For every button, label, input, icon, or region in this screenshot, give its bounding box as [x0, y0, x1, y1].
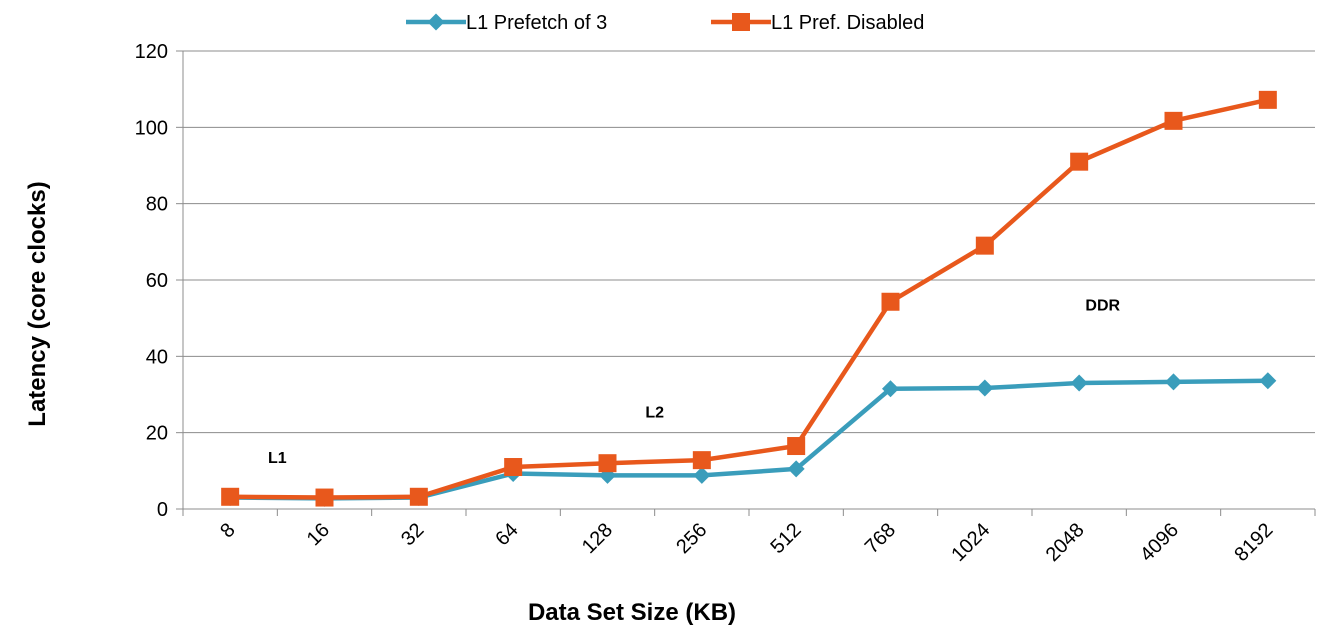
region-annotation: L2	[645, 404, 664, 421]
legend-marker-diamond	[427, 13, 445, 31]
axes	[176, 50, 1316, 516]
data-point-diamond	[1165, 373, 1182, 391]
x-tick-label: 4096	[1136, 519, 1183, 566]
series-line-1	[230, 97, 1269, 500]
data-point-square	[409, 487, 428, 506]
annotations: L1 L2 DDR	[268, 298, 1121, 468]
legend-label: L1 Prefetch of 3	[466, 12, 607, 34]
legend-marker-square	[732, 13, 750, 31]
x-tick-label: 8192	[1230, 519, 1277, 566]
x-tick-label: 512	[767, 519, 806, 558]
x-tick-label: 16	[303, 519, 334, 550]
data-point-square	[598, 454, 617, 473]
y-tick-label: 0	[157, 499, 168, 521]
x-tick-label: 128	[578, 519, 617, 558]
data-point-diamond	[882, 380, 899, 398]
data-point-diamond	[787, 460, 805, 478]
x-tick-label: 1024	[947, 519, 994, 566]
legend: L1 Prefetch of 3 L1 Pref. Disabled	[406, 12, 924, 34]
y-tick-labels: 0 20 40 60 80 100 120	[135, 41, 168, 521]
y-tick-label: 60	[146, 270, 168, 292]
data-point-square	[1164, 111, 1183, 130]
data-point-diamond	[976, 379, 994, 397]
x-tick-label: 32	[397, 519, 428, 550]
x-axis-title: Data Set Size (KB)	[528, 599, 736, 626]
legend-label: L1 Pref. Disabled	[771, 12, 924, 34]
data-point-diamond	[1259, 372, 1277, 390]
data-point-square	[221, 487, 240, 506]
data-point-square	[1258, 90, 1277, 109]
x-tick-label: 8	[216, 519, 239, 542]
y-tick-label: 100	[135, 117, 168, 139]
y-tick-label: 120	[135, 41, 168, 63]
x-tick-label: 2048	[1042, 519, 1089, 566]
data-point-square	[975, 236, 994, 255]
data-point-square	[504, 458, 523, 477]
data-point-diamond	[1070, 374, 1088, 392]
y-tick-label: 20	[146, 423, 168, 445]
y-tick-label: 40	[146, 346, 168, 368]
region-annotation: L1	[268, 450, 287, 467]
y-axis-title: Latency (core clocks)	[24, 181, 51, 426]
x-tick-label: 64	[491, 519, 522, 550]
x-tick-label: 256	[672, 519, 711, 558]
data-point-square	[1070, 152, 1089, 171]
series-layer	[221, 90, 1277, 507]
data-point-square	[787, 437, 806, 456]
series-line-0	[230, 378, 1268, 501]
x-tick-label: 768	[861, 519, 900, 558]
data-point-square	[315, 488, 334, 507]
x-tick-labels: 8 16 32 64 128 256 512 768 1024 2048 4096 8192	[216, 519, 1277, 566]
region-annotation: DDR	[1085, 298, 1120, 315]
y-tick-label: 80	[146, 194, 168, 216]
data-point-diamond	[693, 466, 711, 484]
gridlines	[183, 50, 1315, 434]
data-point-square	[692, 451, 711, 470]
data-point-square	[881, 292, 900, 311]
